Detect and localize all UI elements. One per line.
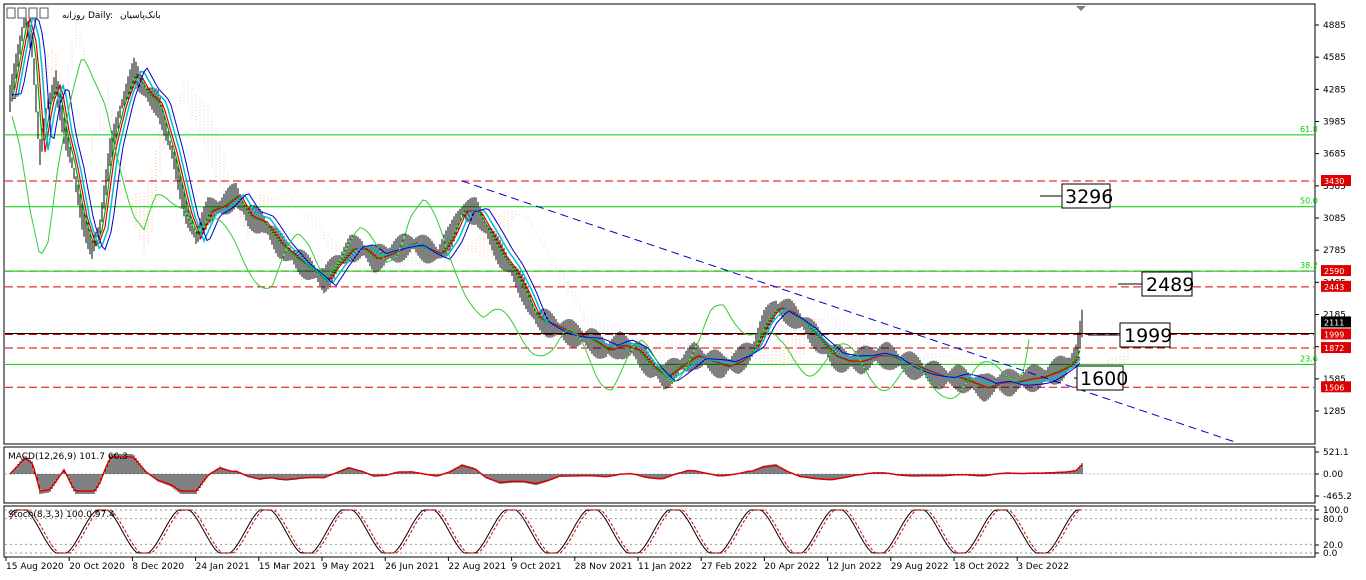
price-tag-label: 3430	[1324, 177, 1344, 186]
stoch-tick-label: 100.0	[1323, 506, 1349, 516]
annotation-2489[interactable]: 2489	[1118, 271, 1194, 297]
date-tick-label: 8 Dec 2020	[132, 562, 184, 572]
annotation-1600[interactable]: 1600	[1074, 365, 1128, 391]
price-tick-label: 3085	[1323, 214, 1346, 224]
price-tag	[1321, 316, 1351, 328]
date-tick-label: 27 Feb 2022	[701, 562, 757, 572]
date-tick-label: 15 Aug 2020	[6, 562, 64, 572]
date-tick-label: 15 Mar 2021	[259, 562, 316, 572]
trendline	[461, 180, 1236, 443]
fib-label: 38.2	[1300, 261, 1318, 270]
price-tag-label: 2590	[1324, 267, 1344, 276]
date-tick-label: 29 Aug 2022	[891, 562, 949, 572]
fib-label: 61.8	[1300, 125, 1318, 134]
price-tick-label: 1285	[1323, 407, 1346, 417]
axes: 4885458542853985368533853085278524852185…	[5, 21, 1352, 572]
price-tick-label: 1585	[1323, 375, 1346, 385]
price-tag	[1321, 342, 1351, 354]
macd-tick-label: 521.1	[1323, 448, 1349, 458]
stoch-k	[9, 509, 1082, 554]
macd-tick-label: 0.00	[1323, 470, 1343, 480]
price-tick-label: 4285	[1323, 85, 1346, 95]
price-tick-label: 4885	[1323, 21, 1346, 31]
price-tick-label: 4585	[1323, 53, 1346, 63]
date-tick-label: 26 Jun 2021	[385, 562, 439, 572]
macd-title: MACD(12,26,9) 101.7 60.3	[8, 452, 128, 462]
price-tag-label: 1999	[1324, 330, 1344, 339]
chart-icon-3[interactable]	[28, 7, 38, 19]
fib-label: 50.0	[1300, 197, 1318, 206]
date-tick-label: 3 Dec 2022	[1017, 562, 1069, 572]
symbol-label: بانک‌پاسیان	[120, 11, 161, 21]
timeframe-label: Daily:	[88, 11, 113, 21]
ma-cyan	[11, 14, 1081, 386]
date-tick-label: 18 Oct 2022	[954, 562, 1010, 572]
date-tick-label: 9 May 2021	[322, 562, 375, 572]
stoch-tick-label: 20.0	[1323, 541, 1343, 551]
chart-icon-2[interactable]	[17, 7, 27, 19]
price-tag-label: 1506	[1324, 383, 1344, 392]
price-tag-label: 2443	[1324, 283, 1344, 292]
stoch-tick-label: 80.0	[1323, 515, 1343, 525]
date-tick-label: 20 Oct 2020	[69, 562, 125, 572]
price-tick-label: 3685	[1323, 150, 1346, 160]
date-tick-label: 12 Jun 2022	[828, 562, 882, 572]
stoch-panel	[3, 505, 1316, 558]
svg-text:2489: 2489	[1146, 274, 1194, 296]
price-tick-label: 3385	[1323, 182, 1346, 192]
date-tick-label: 11 Jan 2022	[638, 562, 692, 572]
chart-icon-4[interactable]	[39, 7, 49, 19]
price-tag	[1321, 280, 1351, 292]
date-tick-label: 24 Jan 2021	[196, 562, 250, 572]
date-tick-label: 20 Apr 2022	[764, 562, 820, 572]
date-tick-label: 22 Aug 2021	[448, 562, 506, 572]
stoch-title: Stoch(8,3,3) 100.0 97.4	[8, 510, 115, 520]
stoch-tick-label: 0.0	[1323, 549, 1338, 559]
svg-text:1600: 1600	[1080, 368, 1128, 390]
annotation-3296[interactable]: 3296	[1040, 183, 1113, 209]
chart-icon[interactable]	[6, 7, 16, 19]
date-tick-label: 28 Nov 2021	[575, 562, 633, 572]
date-tick-label: 9 Oct 2021	[512, 562, 562, 572]
header: Daily: روزانه بانک‌پاسیان	[6, 6, 1086, 21]
lagging-span	[11, 58, 1030, 400]
fib-label: 23.6	[1300, 354, 1318, 363]
annotation-1999[interactable]: 1999	[1088, 322, 1172, 348]
macd-tick-label: -465.2	[1323, 492, 1352, 502]
price-tag	[1321, 328, 1351, 340]
price-tick-label: 2185	[1323, 311, 1346, 321]
svg-text:3296: 3296	[1065, 186, 1113, 208]
scroll-marker-icon[interactable]	[1076, 6, 1086, 11]
price-tag	[1321, 381, 1351, 393]
price-tag-label: 1872	[1324, 344, 1344, 353]
price-tag-label: 2111	[1324, 318, 1344, 327]
price-tag	[1321, 265, 1351, 277]
macd-signal	[9, 456, 1083, 492]
svg-text:1999: 1999	[1124, 325, 1172, 347]
price-tick-label: 3985	[1323, 118, 1346, 128]
moving-averages	[11, 14, 1081, 400]
price-tag	[1321, 175, 1351, 187]
stoch-lines	[5, 509, 1314, 554]
price-tick-label: 2785	[1323, 246, 1346, 256]
macd-histogram	[5, 454, 1314, 494]
timeframe-suffix: روزانه	[62, 11, 85, 21]
ma-blue	[11, 17, 1081, 386]
